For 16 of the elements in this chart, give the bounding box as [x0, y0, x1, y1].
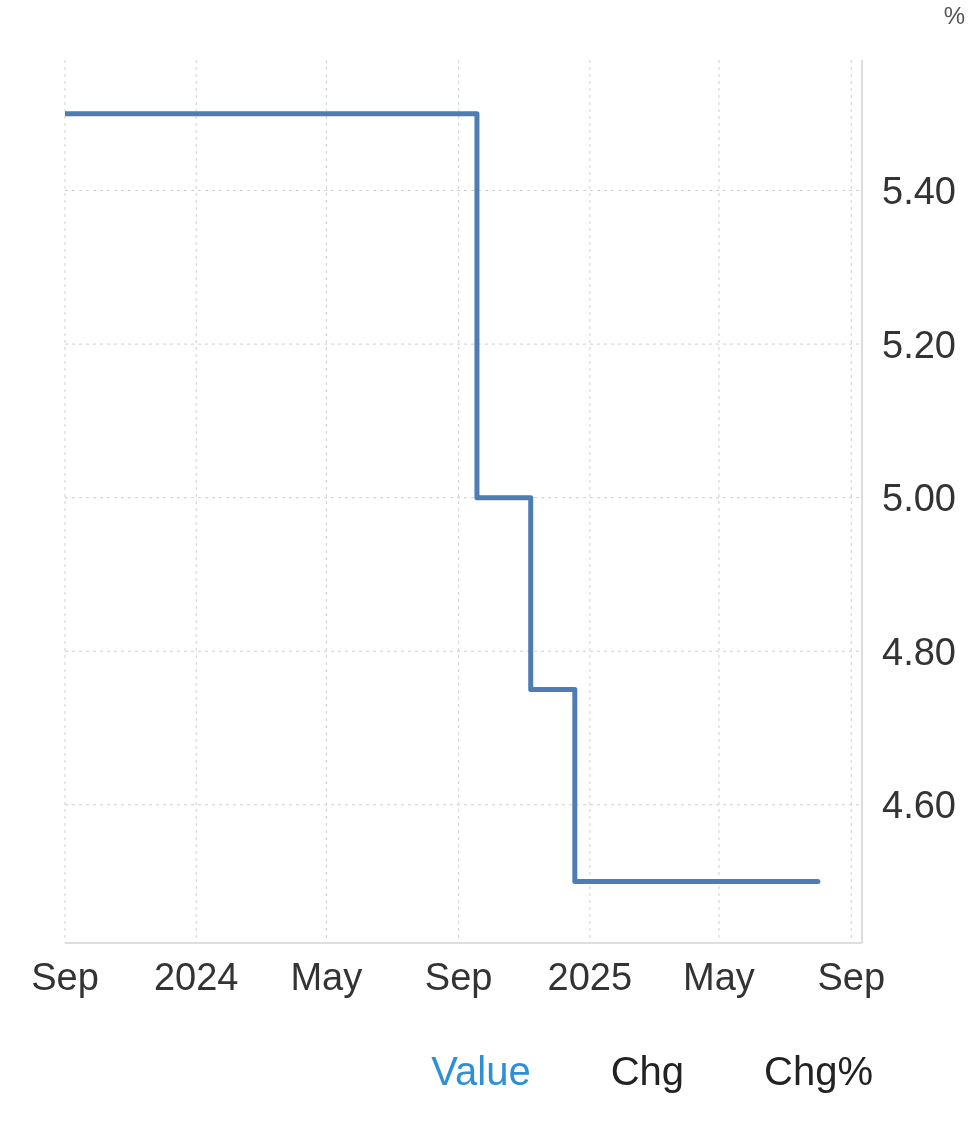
- y-tick-label: 4.80: [882, 630, 956, 673]
- x-tick-label: 2024: [153, 955, 239, 998]
- x-tick-label: Sep: [424, 955, 493, 998]
- text: Chg%: [764, 1049, 873, 1094]
- y-tick-label: 5.40: [882, 170, 956, 213]
- text: Chg: [610, 1049, 685, 1094]
- y-tick-label: 5.00: [882, 477, 956, 520]
- y-axis-title: %: [943, 2, 965, 30]
- y-tick-label: 5.20: [882, 323, 956, 366]
- text: Value: [431, 1049, 531, 1094]
- x-tick-label: May: [290, 955, 363, 998]
- x-tick-label: 2025: [547, 955, 633, 998]
- x-tick-label: Sep: [31, 955, 99, 998]
- x-tick-label: Sep: [817, 955, 886, 998]
- x-tick-label: May: [683, 955, 755, 998]
- y-tick-label: 4.60: [882, 784, 956, 827]
